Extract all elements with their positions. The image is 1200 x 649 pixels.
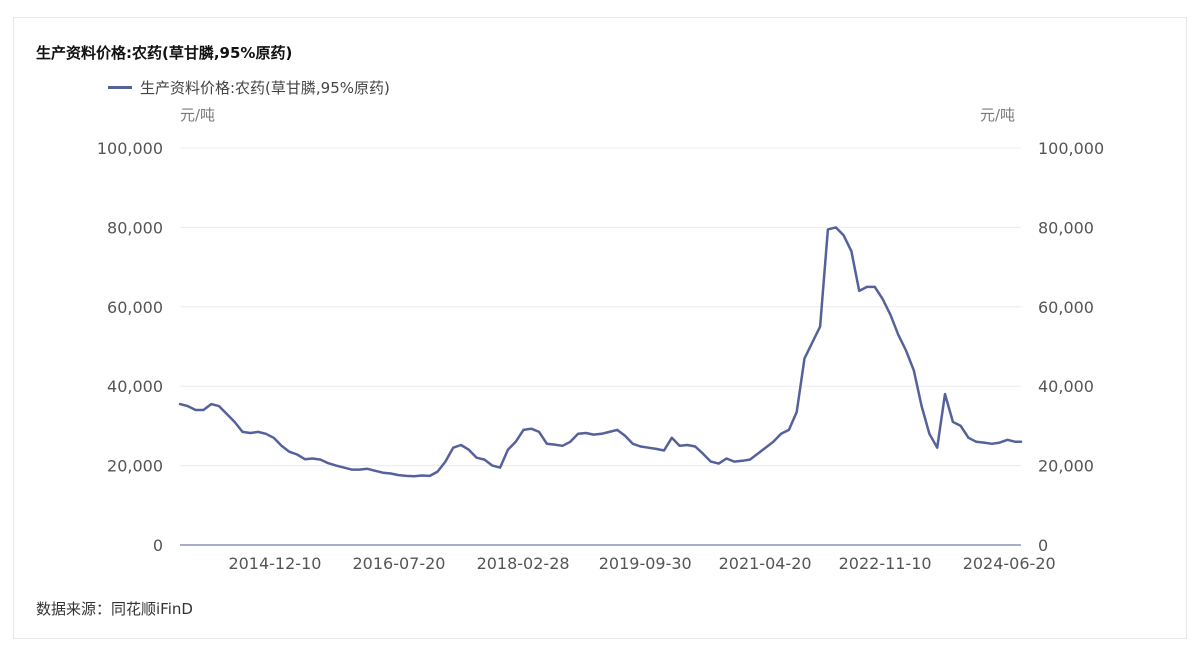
chart-title: 生产资料价格:农药(草甘膦,95%原药)	[36, 44, 293, 62]
data-source: 数据来源：同花顺iFinD	[36, 600, 193, 618]
gridlines	[180, 147, 1021, 467]
x-tick-label: 2022-11-10	[839, 554, 932, 573]
chart-card	[13, 17, 1187, 639]
y-axis-right: 0 20,000 40,000 60,000 80,000 100,000	[1038, 139, 1104, 555]
x-axis: 2014-12-10 2016-07-20 2018-02-28 2019-09-30…	[180, 544, 1056, 573]
y-tick-label-left: 20,000	[107, 457, 163, 476]
y-tick-label-right: 0	[1038, 536, 1048, 555]
y-tick-label-right: 60,000	[1038, 298, 1094, 317]
y-tick-label-right: 40,000	[1038, 377, 1094, 396]
y-axis-unit-left: 元/吨	[180, 106, 216, 124]
x-tick-label: 2014-12-10	[228, 554, 321, 573]
y-tick-label-left: 100,000	[97, 139, 163, 158]
y-axis-unit-right: 元/吨	[980, 106, 1016, 124]
y-tick-label-left: 60,000	[107, 298, 163, 317]
legend-label: 生产资料价格:农药(草甘膦,95%原药)	[140, 79, 390, 97]
y-tick-label-left: 80,000	[107, 218, 163, 237]
y-axis-left: 0 20,000 40,000 60,000 80,000 100,000	[97, 139, 163, 555]
y-tick-label-right: 100,000	[1038, 139, 1104, 158]
y-tick-label-right: 20,000	[1038, 457, 1094, 476]
x-tick-label: 2018-02-28	[477, 554, 570, 573]
x-tick-label: 2016-07-20	[353, 554, 446, 573]
legend-line-swatch	[108, 86, 132, 89]
y-tick-label-left: 0	[153, 536, 163, 555]
series-line	[178, 226, 1023, 478]
y-tick-label-left: 40,000	[107, 377, 163, 396]
x-tick-label: 2021-04-20	[719, 554, 812, 573]
legend[interactable]: 生产资料价格:农药(草甘膦,95%原药)	[108, 77, 390, 98]
x-tick-label: 2024-06-20	[963, 554, 1056, 573]
x-tick-label: 2019-09-30	[599, 554, 692, 573]
series-group	[178, 226, 1023, 478]
y-tick-label-right: 80,000	[1038, 218, 1094, 237]
